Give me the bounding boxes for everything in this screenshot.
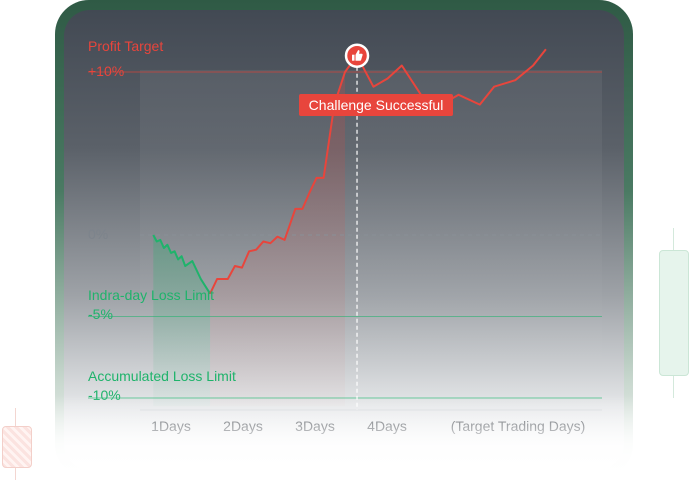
profit-target-title: Profit Target <box>88 38 163 54</box>
loss-series-line <box>152 234 211 295</box>
x-tick-label: 1Days <box>151 418 191 434</box>
zero-value-label: 0% <box>88 226 108 242</box>
thumbs-up-icon <box>352 50 363 61</box>
decorative-candle-left <box>2 426 32 468</box>
x-tick-labels: 1Days 2Days 3Days 4Days (Target Trading Days… <box>151 418 585 434</box>
success-marker <box>344 43 370 68</box>
success-badge-label: Challenge Successful <box>309 97 444 113</box>
intraday-loss-value: -5% <box>88 306 113 322</box>
x-tick-label: 3Days <box>295 418 335 434</box>
x-tick-label: 4Days <box>367 418 407 434</box>
profit-target-value: +10% <box>88 63 124 79</box>
accumulated-loss-title: Accumulated Loss Limit <box>88 368 236 384</box>
x-tick-label: 2Days <box>223 418 263 434</box>
x-tick-label: (Target Trading Days) <box>451 418 586 434</box>
accumulated-loss-value: -10% <box>88 387 121 403</box>
intraday-loss-title: Indra-day Loss Limit <box>88 287 214 303</box>
loss-area-fill <box>153 235 211 407</box>
success-badge: Challenge Successful <box>299 94 453 116</box>
profit-series-line <box>209 48 547 295</box>
success-badge-background <box>299 94 453 116</box>
profit-area-fill <box>210 72 345 407</box>
